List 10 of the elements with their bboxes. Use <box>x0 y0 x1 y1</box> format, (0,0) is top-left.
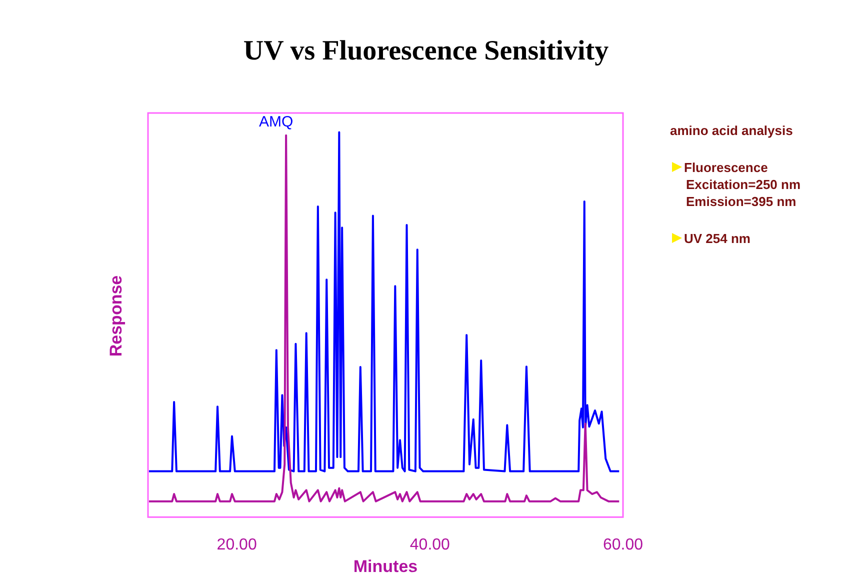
text: amino acid analysis <box>670 122 794 139</box>
x-tick-label: 60.00 <box>602 536 644 554</box>
x-tick-label: 40.00 <box>410 536 450 554</box>
text: Fluorescence Excitation=250 nm Emission=395 nm <box>684 159 802 210</box>
annotation: AMQ <box>258 113 294 130</box>
text: UV 254 nm <box>684 230 752 247</box>
x-tick-label: 20.00 <box>216 536 257 554</box>
chart-title: UV vs Fluorescence Sensitivity <box>243 36 609 66</box>
x-axis-title: Minutes <box>353 557 418 576</box>
y-axis-title: Response <box>106 275 126 357</box>
